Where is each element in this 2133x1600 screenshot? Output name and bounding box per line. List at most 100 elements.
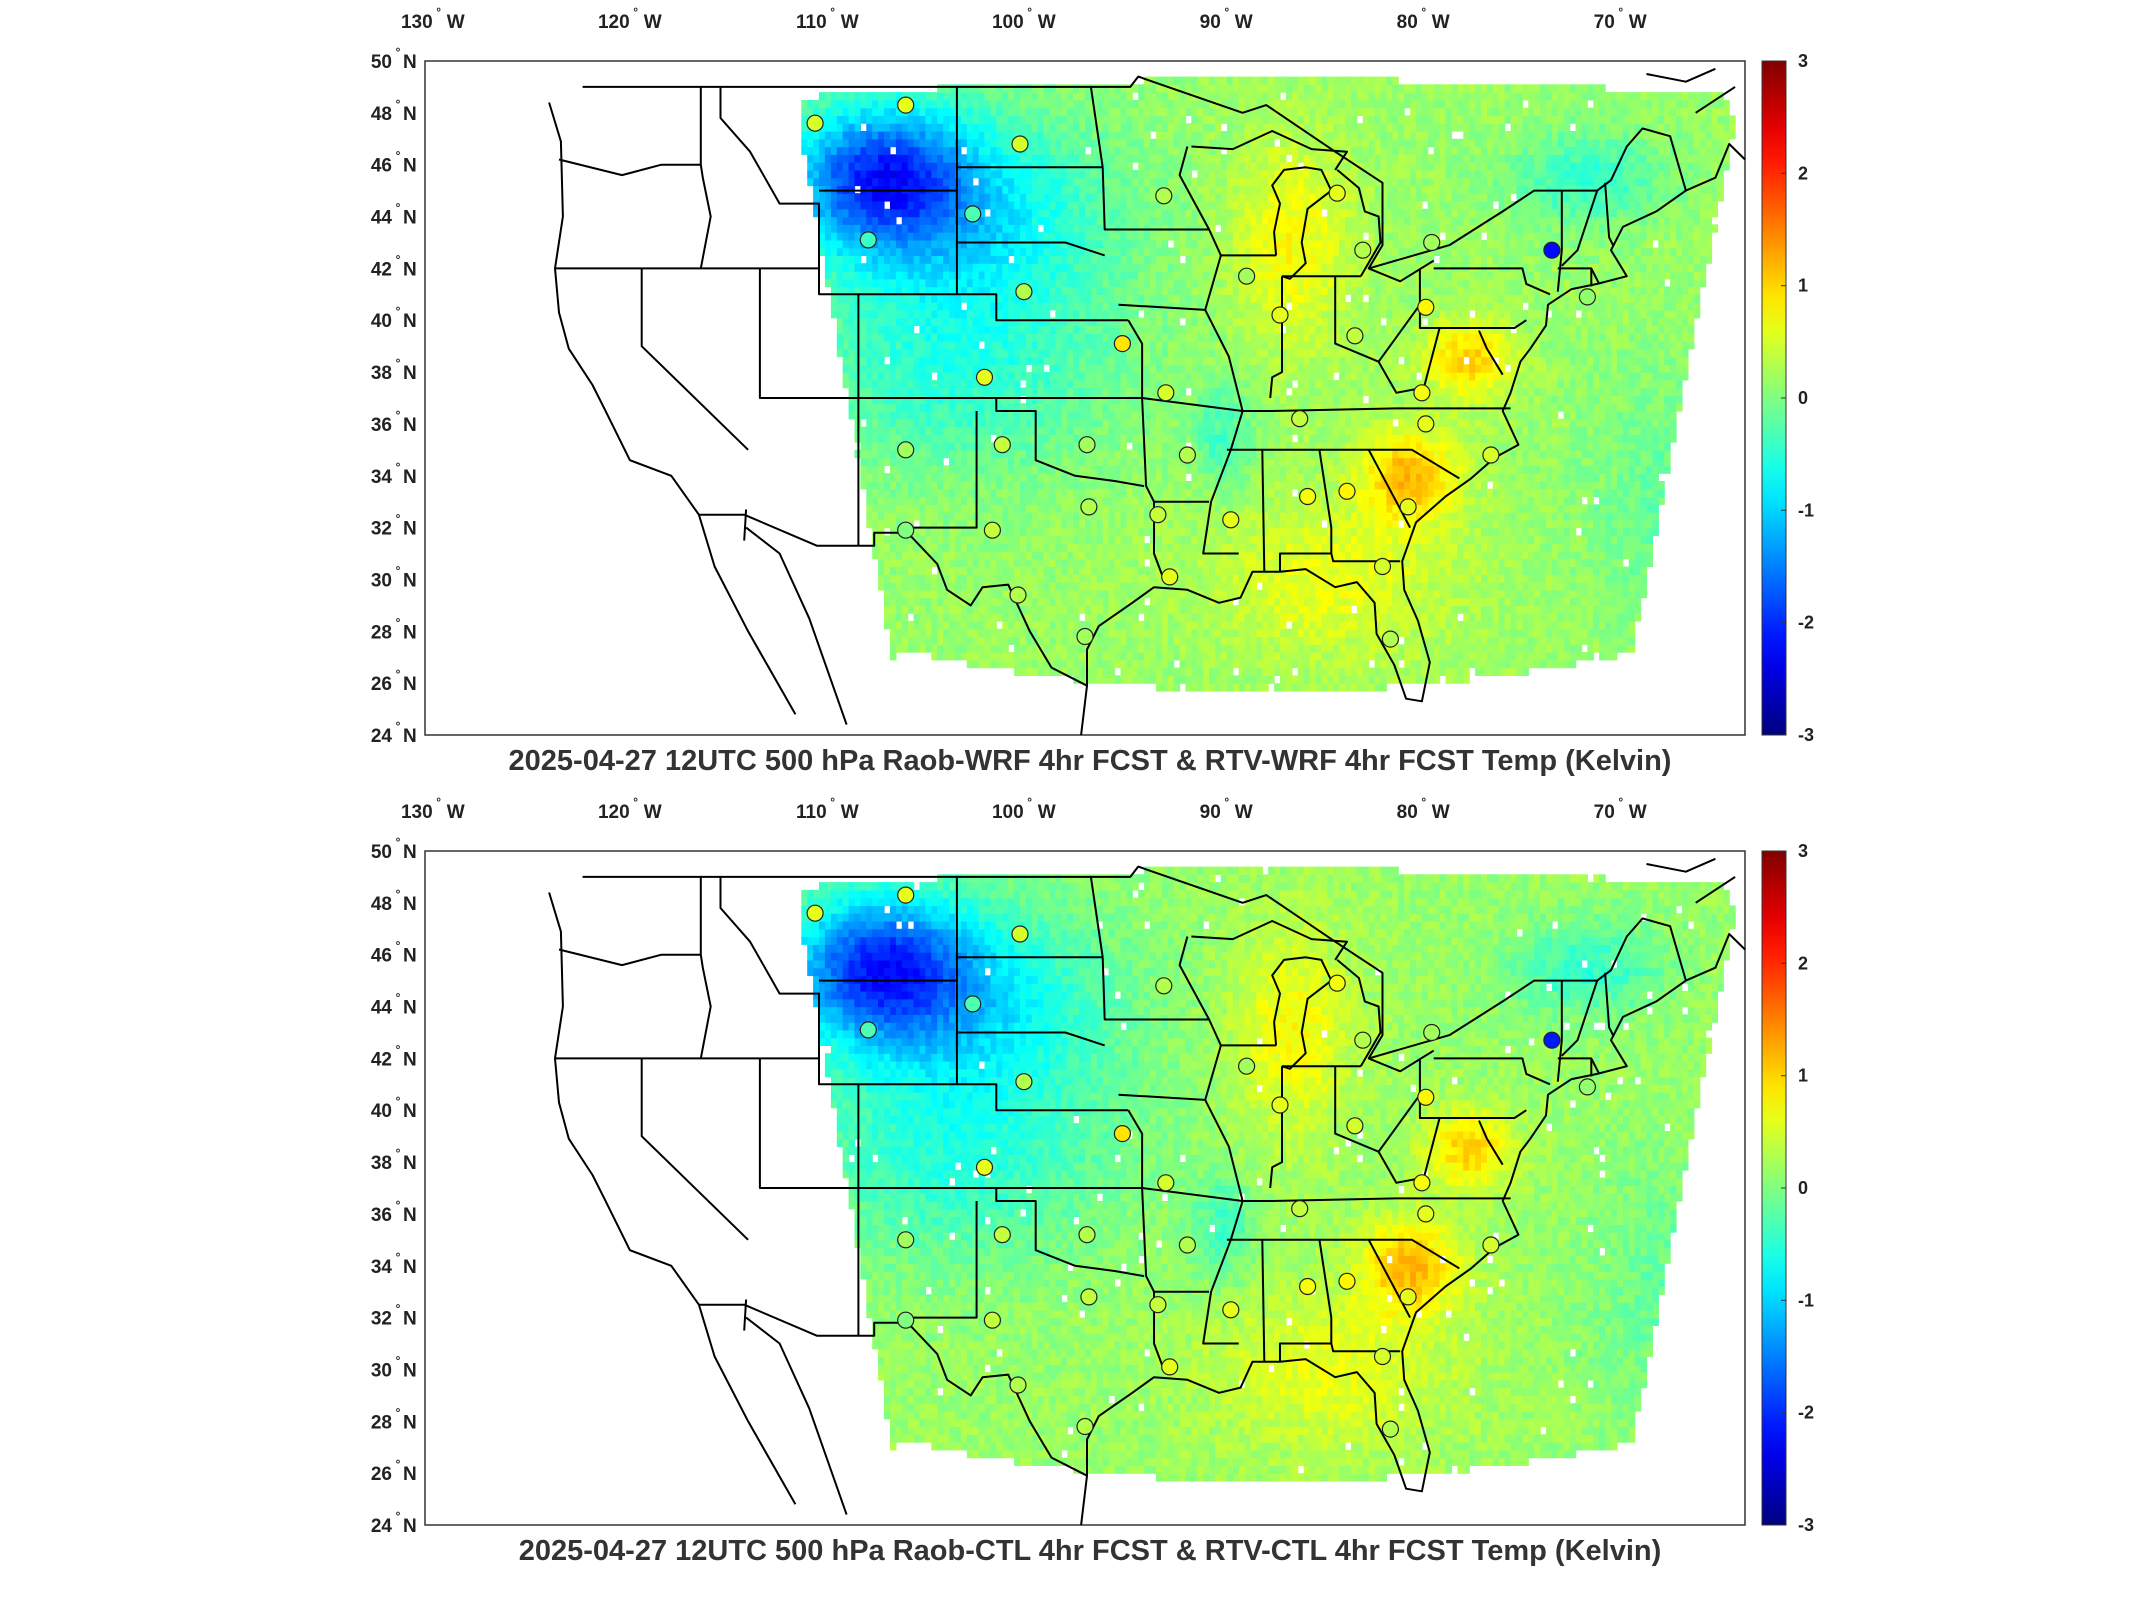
field-cell [990,589,997,599]
field-cell [848,216,856,225]
field-cell [1114,504,1122,513]
field-cell [1185,146,1192,155]
field-cell [1061,372,1068,381]
field-cell [913,356,921,365]
field-cell [1031,613,1039,622]
field-cell [1155,659,1163,669]
field-cell [925,193,932,202]
field-cell [955,582,962,591]
field-cell [943,177,950,187]
field-cell [1144,294,1151,303]
field-cell [1220,294,1228,303]
field-cell [1061,418,1068,428]
field-cell [1073,193,1080,202]
field-cell [1161,123,1169,132]
field-cell [1108,395,1116,404]
field-cell [1055,123,1062,132]
field-cell [895,302,903,311]
field-cell [1079,278,1086,288]
field-cell [1126,449,1133,459]
field-cell [1220,348,1228,358]
field-cell [1191,628,1198,638]
field-cell [907,566,915,575]
field-cell [1061,309,1068,319]
field-cell [1203,263,1210,272]
field-cell [1126,620,1133,630]
field-cell [1126,574,1133,583]
field-cell [1185,527,1192,536]
field-cell [1185,356,1192,365]
field-cell [960,504,968,513]
field-cell [949,527,956,536]
field-cell [937,169,944,179]
field-cell [984,449,991,459]
field-cell [943,255,950,264]
field-cell [1014,620,1021,630]
field-cell [901,379,909,389]
field-cell [878,107,885,117]
field-cell [866,496,873,505]
field-cell [1185,504,1192,513]
field-cell [824,278,832,288]
field-cell [1043,558,1051,568]
field-cell [1126,123,1133,132]
field-cell [824,224,832,233]
field-cell [925,426,932,435]
field-cell [1061,620,1068,630]
field-cell [866,255,873,264]
field-cell [1209,605,1216,614]
field-cell [996,146,1003,155]
field-cell [1085,605,1092,614]
field-cell [1043,395,1051,404]
field-cell [1132,247,1139,256]
field-cell [1037,636,1045,645]
field-cell [925,574,932,583]
field-cell [1079,652,1086,661]
field-cell [1203,628,1210,638]
field-cell [1020,193,1027,202]
field-cell [1014,278,1021,288]
field-cell [949,574,956,583]
field-cell [1150,247,1157,256]
field-cell [1055,278,1062,288]
field-cell [1179,512,1187,521]
field-cell [1167,278,1175,288]
field-cell [1079,550,1086,560]
field-cell [1120,99,1127,109]
field-cell [972,154,980,163]
field-cell [1085,613,1092,622]
field-cell [878,286,885,295]
field-cell [943,566,950,575]
field-cell [978,201,986,210]
field-cell [1108,356,1116,365]
field-cell [1031,465,1039,474]
field-cell [836,224,844,233]
field-cell [813,99,820,109]
field-cell [895,185,903,194]
field-cell [1179,613,1187,622]
field-cell [1138,535,1145,544]
field-cell [1215,496,1222,505]
field-cell [1167,535,1175,544]
field-cell [972,123,980,132]
field-cell [1150,208,1157,218]
field-cell [972,566,980,575]
field-cell [1173,84,1181,93]
field-cell [913,177,921,187]
field-cell [895,271,903,280]
field-cell [949,232,956,241]
field-cell [884,138,891,148]
field-cell [1025,589,1033,599]
field-cell [1150,278,1157,288]
field-cell [824,271,832,280]
field-cell [1220,224,1228,233]
field-cell [1126,488,1133,498]
field-cell [978,620,986,630]
field-cell [1215,519,1222,529]
field-cell [1008,286,1015,295]
field-cell [1114,232,1122,241]
field-cell [813,208,820,218]
field-cell [1043,620,1051,630]
field-cell [955,138,962,148]
field-cell [1061,488,1068,498]
